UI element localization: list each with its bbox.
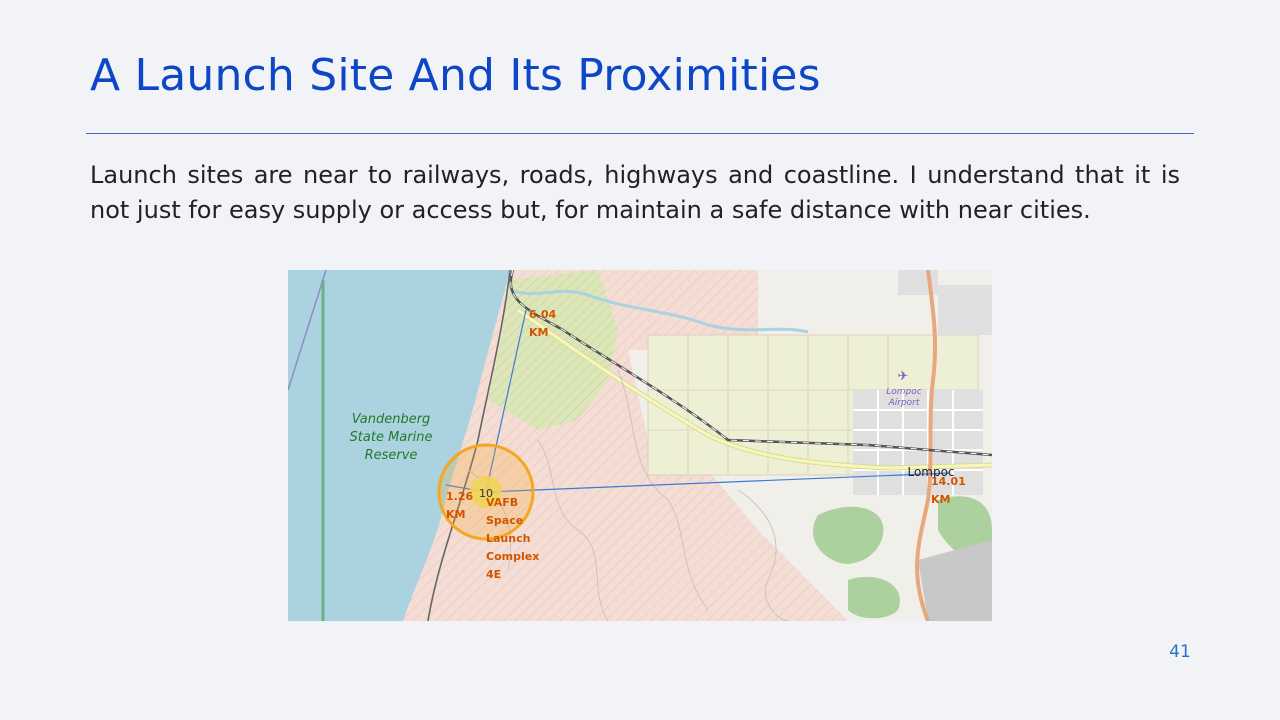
distance-coast-road-value: 6.04 <box>529 308 556 321</box>
page-number: 41 <box>1169 642 1191 662</box>
map-canvas: ✈ 10 Vandenberg State Marine Reserve Lom… <box>288 270 992 621</box>
airport-icon: ✈ <box>898 369 909 384</box>
slide-title: A Launch Site And Its Proximities <box>90 50 821 101</box>
minor-roads <box>467 369 789 621</box>
forest-2 <box>848 576 900 619</box>
airport-label: Lompoc Airport <box>886 387 922 408</box>
distance-coast-road-unit: KM <box>529 326 548 339</box>
cluster-count: 10 <box>479 487 493 500</box>
ocean <box>288 270 510 621</box>
water-boundary <box>288 270 327 391</box>
title-divider <box>86 133 1194 134</box>
distance-labels: 6.04 KM 1.26 KM 14.01 KM <box>446 308 966 521</box>
industrial-area <box>918 540 992 621</box>
coastal-railway <box>427 270 511 621</box>
reserve-label: Vandenberg State Marine Reserve <box>350 412 433 463</box>
site-label: VAFB Space Launch Complex 4E <box>486 496 539 581</box>
river <box>509 288 809 334</box>
marker-cluster[interactable] <box>470 476 502 508</box>
lompoc-urban-area <box>853 270 992 495</box>
distance-coastline-unit: KM <box>446 508 465 521</box>
site-label-line2: Space <box>486 514 523 527</box>
site-label-line3: Launch <box>486 532 530 545</box>
airport-label-line2: Airport <box>888 398 920 408</box>
site-label-line1: VAFB <box>486 496 518 509</box>
distance-city-value: 14.01 <box>931 475 966 488</box>
launch-site-map[interactable]: ✈ 10 Vandenberg State Marine Reserve Lom… <box>288 270 992 621</box>
airport-label-line1: Lompoc <box>886 387 922 397</box>
site-label-line5: 4E <box>486 568 501 581</box>
reserve-label-line1: Vandenberg <box>352 412 431 427</box>
distance-coastline-value: 1.26 <box>446 490 473 503</box>
forest-1 <box>813 506 884 564</box>
reserve-label-line2: State Marine <box>350 430 433 445</box>
city-label: Lompoc <box>907 465 954 479</box>
distance-city-unit: KM <box>931 493 950 506</box>
state-route <box>915 270 938 621</box>
slide-body-text: Launch sites are near to railways, roads… <box>90 161 1180 224</box>
site-label-line4: Complex <box>486 550 539 563</box>
reserve-label-line3: Reserve <box>365 448 418 463</box>
